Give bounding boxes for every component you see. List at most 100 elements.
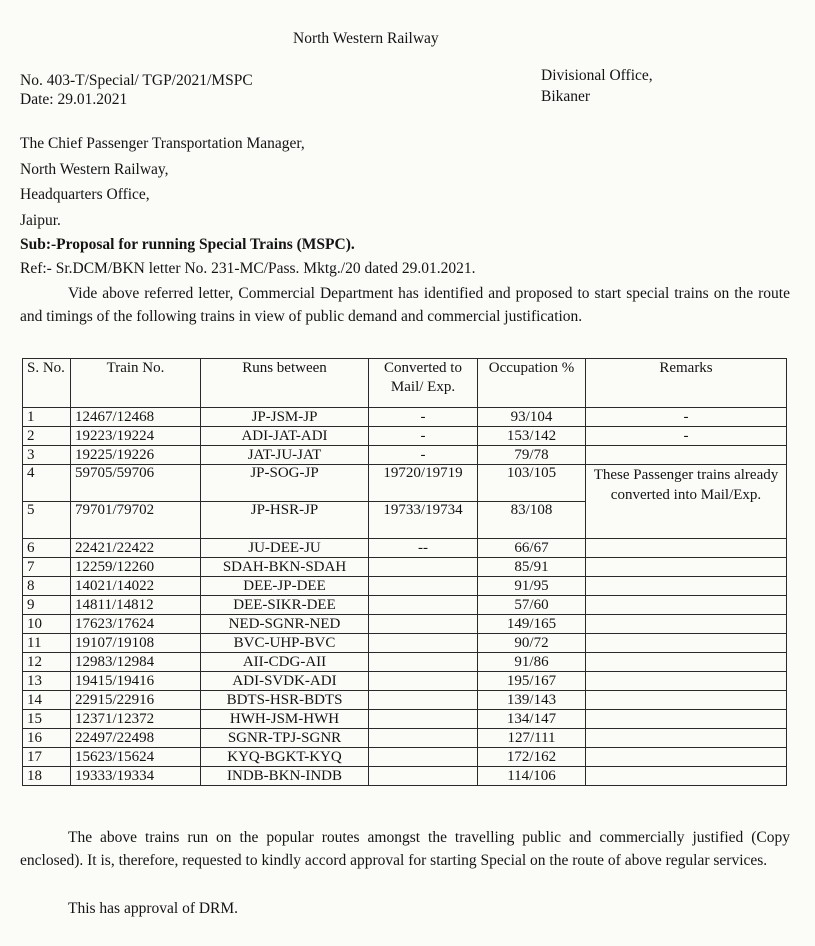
cell-runs-between: JP-HSR-JP <box>200 501 369 539</box>
cell-remarks <box>585 690 787 710</box>
addressee-block: The Chief Passenger Transportation Manag… <box>20 131 305 233</box>
cell-runs-between: JP-SOG-JP <box>200 464 369 502</box>
subject-line: Sub:-Proposal for running Special Trains… <box>20 236 355 253</box>
cell-train-no: 12983/12984 <box>70 652 201 672</box>
cell-converted: 19733/19734 <box>368 501 478 539</box>
cell-runs-between: INDB-BKN-INDB <box>200 766 369 786</box>
trains-table: S. No. Train No. Runs between Converted … <box>22 358 787 786</box>
table-row: 10 17623/17624 NED-SGNR-NED 149/165 <box>22 614 787 634</box>
cell-runs-between: BDTS-HSR-BDTS <box>200 690 369 710</box>
cell-occupation: 172/162 <box>477 747 586 767</box>
cell-sno: 10 <box>22 614 71 634</box>
cell-occupation: 91/86 <box>477 652 586 672</box>
cell-runs-between: DEE-JP-DEE <box>200 576 369 596</box>
table-row: 12 12983/12984 AII-CDG-AII 91/86 <box>22 652 787 672</box>
cell-remarks <box>585 728 787 748</box>
cell-remarks <box>585 614 787 634</box>
header-train-no: Train No. <box>70 358 201 408</box>
cell-occupation: 195/167 <box>477 671 586 691</box>
cell-sno: 18 <box>22 766 71 786</box>
letter-date: Date: 29.01.2021 <box>20 91 128 108</box>
cell-converted <box>368 747 478 767</box>
cell-train-no: 22497/22498 <box>70 728 201 748</box>
addressee-line: Jaipur. <box>20 211 61 229</box>
cell-remarks <box>585 652 787 672</box>
cell-occupation: 114/106 <box>477 766 586 786</box>
cell-remarks <box>585 747 787 767</box>
table-row: 2 19223/19224 ADI-JAT-ADI -153/142- <box>22 426 787 446</box>
cell-occupation: 91/95 <box>477 576 586 596</box>
cell-remarks <box>585 766 787 786</box>
cell-sno: 1 <box>22 407 71 427</box>
addressee-line: North Western Railway, <box>20 160 169 178</box>
cell-sno: 7 <box>22 557 71 577</box>
cell-occupation: 127/111 <box>477 728 586 748</box>
cell-occupation: 85/91 <box>477 557 586 577</box>
addressee-line: Headquarters Office, <box>20 186 150 203</box>
cell-sno: 4 <box>22 464 71 502</box>
cell-remarks <box>585 595 787 615</box>
table-row: 9 14811/14812 DEE-SIKR-DEE 57/60 <box>22 595 787 615</box>
cell-runs-between: HWH-JSM-HWH <box>200 709 369 729</box>
cell-train-no: 12371/12372 <box>70 709 201 729</box>
cell-train-no: 12467/12468 <box>70 407 201 427</box>
cell-runs-between: ADI-SVDK-ADI <box>200 671 369 691</box>
cell-converted <box>368 690 478 710</box>
cell-train-no: 22915/22916 <box>70 690 201 710</box>
cell-sno: 15 <box>22 709 71 729</box>
cell-train-no: 14811/14812 <box>70 595 201 615</box>
cell-occupation: 93/104 <box>477 407 586 427</box>
cell-converted <box>368 557 478 577</box>
cell-runs-between: NED-SGNR-NED <box>200 614 369 634</box>
cell-sno: 2 <box>22 426 71 446</box>
header-occupation: Occupation % <box>477 358 586 408</box>
addressee-line: The Chief Passenger Transportation Manag… <box>20 135 305 152</box>
cell-converted <box>368 576 478 596</box>
approval-line: This has approval of DRM. <box>68 900 239 917</box>
table-row: 3 19225/19226 JAT-JU-JAT -79/78 <box>22 445 787 465</box>
table-row: 18 19333/19334 INDB-BKN-INDB 114/106 <box>22 766 787 786</box>
cell-occupation: 134/147 <box>477 709 586 729</box>
cell-occupation: 103/105 <box>477 464 586 502</box>
cell-converted <box>368 595 478 615</box>
closing-paragraph: The above trains run on the popular rout… <box>20 829 790 869</box>
cell-runs-between: JAT-JU-JAT <box>200 445 369 465</box>
cell-remarks <box>585 538 787 558</box>
cell-sno: 17 <box>22 747 71 767</box>
table-row: 14 22915/22916 BDTS-HSR-BDTS 139/143 <box>22 690 787 710</box>
office-line-2: Bikaner <box>541 88 591 105</box>
header-sno: S. No. <box>22 358 71 408</box>
cell-converted <box>368 614 478 634</box>
cell-converted <box>368 728 478 748</box>
cell-sno: 3 <box>22 445 71 465</box>
table-row: 15 12371/12372 HWH-JSM-HWH 134/147 <box>22 709 787 729</box>
cell-converted <box>368 633 478 653</box>
cell-sno: 14 <box>22 690 71 710</box>
table-row: 6 22421/22422 JU-DEE-JU -- 66/67 <box>22 538 787 558</box>
table-row: 11 19107/19108 BVC-UHP-BVC 90/72 <box>22 633 787 653</box>
cell-runs-between: SDAH-BKN-SDAH <box>200 557 369 577</box>
cell-runs-between: KYQ-BGKT-KYQ <box>200 747 369 767</box>
cell-converted: - <box>368 426 478 446</box>
cell-runs-between: JP-JSM-JP <box>200 407 369 427</box>
cell-converted <box>368 652 478 672</box>
cell-remarks <box>585 671 787 691</box>
cell-occupation: 79/78 <box>477 445 586 465</box>
cell-remarks <box>585 557 787 577</box>
table-row: 5 79701/79702 JP-HSR-JP 19733/19734 83/108 <box>22 501 787 539</box>
cell-occupation: 83/108 <box>477 501 586 539</box>
cell-train-no: 19333/19334 <box>70 766 201 786</box>
table-row: 8 14021/14022 DEE-JP-DEE 91/95 <box>22 576 787 596</box>
cell-runs-between: SGNR-TPJ-SGNR <box>200 728 369 748</box>
cell-train-no: 59705/59706 <box>70 464 201 502</box>
cell-sno: 9 <box>22 595 71 615</box>
cell-train-no: 79701/79702 <box>70 501 201 539</box>
cell-runs-between: AII-CDG-AII <box>200 652 369 672</box>
cell-train-no: 15623/15624 <box>70 747 201 767</box>
header-remarks: Remarks <box>585 358 787 408</box>
table-header-row: S. No. Train No. Runs between Converted … <box>22 358 787 408</box>
cell-occupation: 149/165 <box>477 614 586 634</box>
cell-runs-between: JU-DEE-JU <box>200 538 369 558</box>
cell-train-no: 19415/19416 <box>70 671 201 691</box>
reference-number: No. 403-T/Special/ TGP/2021/MSPC <box>20 72 253 89</box>
